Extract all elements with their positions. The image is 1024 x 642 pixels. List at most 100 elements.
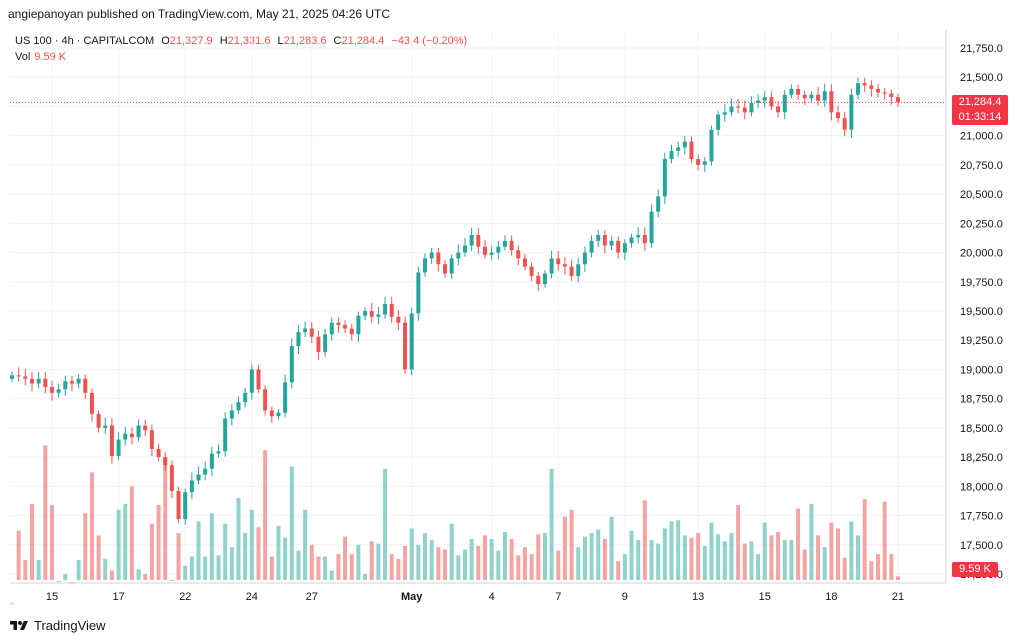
volume-bar <box>469 538 474 580</box>
candle-body <box>482 246 487 255</box>
volume-bar <box>376 543 381 580</box>
candle-body <box>263 389 268 411</box>
volume-bar <box>609 516 614 580</box>
y-tick-label: 21,500.0 <box>960 72 1003 84</box>
volume-bar <box>656 543 661 580</box>
candle-body <box>403 322 408 370</box>
volume-bar <box>536 534 541 580</box>
candle-body <box>729 106 734 113</box>
candle-body <box>549 258 554 274</box>
volume-bar <box>103 558 108 580</box>
candle-body <box>469 235 474 246</box>
candle-body <box>243 392 248 403</box>
volume-label: Vol <box>15 51 31 63</box>
volume-bar <box>309 544 314 580</box>
volume-bar <box>836 528 841 580</box>
volume-bar <box>682 535 687 580</box>
volume-bar <box>256 527 261 580</box>
symbol-label[interactable]: US 100 · 4h · CAPITALCOM <box>15 35 155 47</box>
publish-line: angiepanoyan published on TradingView.co… <box>8 7 391 21</box>
volume-bar <box>349 554 354 580</box>
volume-bar <box>702 545 707 580</box>
volume-bar <box>403 545 408 580</box>
volume-bar <box>96 535 101 580</box>
candle-body <box>209 453 214 469</box>
candle-body <box>702 161 707 165</box>
candle-body <box>476 235 481 247</box>
candle-body <box>596 235 601 241</box>
high-value: 21,331.6 <box>227 35 271 47</box>
volume-bar <box>729 533 734 580</box>
candle-body <box>96 413 101 428</box>
candle-body <box>756 100 761 103</box>
volume-bar <box>482 535 487 580</box>
candle-body <box>562 264 567 267</box>
x-tick-label: 13 <box>692 591 704 603</box>
candle-body <box>343 325 348 329</box>
candle-body <box>103 425 108 428</box>
volume-bar <box>143 574 148 580</box>
volume-bar <box>716 534 721 580</box>
candle-body <box>23 376 28 379</box>
change-value: −43.4 (−0.20%) <box>391 35 468 47</box>
volume-bar <box>196 521 201 580</box>
candle-body <box>216 451 221 454</box>
y-tick-label: 20,250.0 <box>960 218 1003 230</box>
candle-body <box>502 240 507 247</box>
volume-bar <box>329 570 334 580</box>
candle-body <box>143 425 148 431</box>
volume-bar <box>123 503 128 580</box>
volume-bar <box>649 540 654 580</box>
volume-bar <box>789 540 794 580</box>
price-chart[interactable]: 21,750.021,500.021,250.021,000.020,750.0… <box>0 0 1024 610</box>
candle-body <box>309 328 314 337</box>
candle-body <box>682 141 687 148</box>
volume-bar <box>323 556 328 580</box>
candle-body <box>576 264 581 276</box>
bar-countdown: 01:33:14 <box>958 111 1002 123</box>
volume-bar <box>183 565 188 580</box>
volume-bar <box>842 557 847 580</box>
x-tick-label: 9 <box>622 591 628 603</box>
volume-bar <box>856 535 861 580</box>
volume-bar <box>496 550 501 580</box>
volume-bar <box>629 530 634 580</box>
x-tick-label: 4 <box>489 591 495 603</box>
volume-bar <box>516 555 521 580</box>
candle-body <box>169 465 174 492</box>
volume-bar <box>303 509 308 580</box>
candle-body <box>363 311 368 316</box>
volume-bar <box>556 550 561 580</box>
candle-body <box>782 94 787 113</box>
volume-bar <box>776 531 781 580</box>
candle-body <box>629 237 634 244</box>
candle-body <box>229 410 234 419</box>
volume-bar <box>423 533 428 580</box>
candle-body <box>329 322 334 335</box>
volume-bar <box>889 554 894 580</box>
candle-body <box>796 88 801 95</box>
candle-body <box>29 378 34 384</box>
y-tick-label: 21,750.0 <box>960 43 1003 55</box>
candle-body <box>203 468 208 475</box>
close-label: C <box>333 35 342 47</box>
volume-bar <box>802 549 807 580</box>
candle-body <box>83 378 88 393</box>
candle-body <box>316 336 321 352</box>
tradingview-footer[interactable]: TradingView <box>10 618 106 633</box>
volume-bar <box>782 540 787 580</box>
x-tick-label: 18 <box>825 591 837 603</box>
volume-bar <box>129 486 134 580</box>
volume-bar <box>736 505 741 580</box>
candle-body <box>836 112 841 119</box>
volume-bar <box>549 468 554 580</box>
volume-bar <box>63 574 68 580</box>
candle-body <box>662 159 667 197</box>
volume-bar <box>822 547 827 580</box>
volume-bar <box>769 535 774 580</box>
volume-bar <box>669 521 674 580</box>
candle-body <box>889 93 894 98</box>
y-tick-label: 18,000.0 <box>960 481 1003 493</box>
volume-bar <box>296 550 301 580</box>
volume-bar <box>443 549 448 580</box>
